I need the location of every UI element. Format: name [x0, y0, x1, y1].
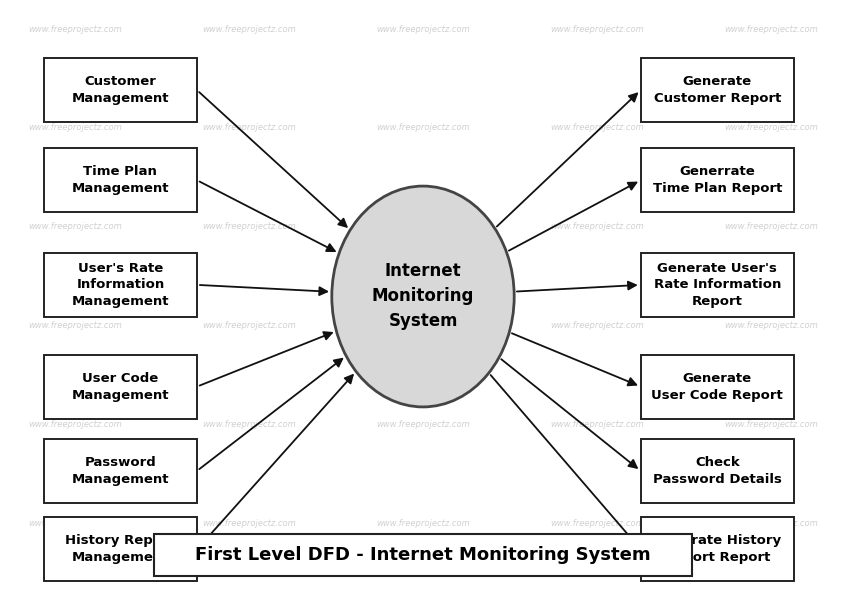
Text: www.freeprojectz.com: www.freeprojectz.com [550, 420, 644, 429]
Text: Customer
Management: Customer Management [72, 75, 169, 105]
Text: User Code
Management: User Code Management [72, 372, 169, 401]
Text: www.freeprojectz.com: www.freeprojectz.com [724, 123, 818, 132]
Text: www.freeprojectz.com: www.freeprojectz.com [28, 519, 122, 528]
Text: Generate User's
Rate Information
Report: Generate User's Rate Information Report [654, 262, 781, 308]
Text: www.freeprojectz.com: www.freeprojectz.com [376, 519, 470, 528]
Text: First Level DFD - Internet Monitoring System: First Level DFD - Internet Monitoring Sy… [195, 546, 651, 564]
Text: www.freeprojectz.com: www.freeprojectz.com [28, 222, 122, 231]
Text: www.freeprojectz.com: www.freeprojectz.com [550, 519, 644, 528]
Text: www.freeprojectz.com: www.freeprojectz.com [28, 420, 122, 429]
Text: www.freeprojectz.com: www.freeprojectz.com [724, 222, 818, 231]
FancyBboxPatch shape [44, 148, 197, 212]
Text: www.freeprojectz.com: www.freeprojectz.com [724, 420, 818, 429]
Ellipse shape [332, 186, 514, 407]
FancyBboxPatch shape [640, 148, 794, 212]
FancyBboxPatch shape [640, 253, 794, 317]
Text: History Report
Management: History Report Management [65, 534, 175, 565]
Text: www.freeprojectz.com: www.freeprojectz.com [724, 25, 818, 34]
FancyBboxPatch shape [44, 517, 197, 581]
FancyBboxPatch shape [640, 439, 794, 503]
FancyBboxPatch shape [44, 439, 197, 503]
Text: www.freeprojectz.com: www.freeprojectz.com [550, 25, 644, 34]
Text: www.freeprojectz.com: www.freeprojectz.com [376, 420, 470, 429]
Text: www.freeprojectz.com: www.freeprojectz.com [28, 321, 122, 330]
FancyBboxPatch shape [153, 534, 692, 576]
Text: www.freeprojectz.com: www.freeprojectz.com [724, 519, 818, 528]
FancyBboxPatch shape [44, 58, 197, 122]
Text: Time Plan
Management: Time Plan Management [72, 165, 169, 195]
Text: www.freeprojectz.com: www.freeprojectz.com [202, 25, 296, 34]
FancyBboxPatch shape [640, 58, 794, 122]
Text: www.freeprojectz.com: www.freeprojectz.com [550, 321, 644, 330]
Text: www.freeprojectz.com: www.freeprojectz.com [550, 222, 644, 231]
Text: Generrate
Time Plan Report: Generrate Time Plan Report [652, 165, 782, 195]
FancyBboxPatch shape [44, 355, 197, 419]
Text: www.freeprojectz.com: www.freeprojectz.com [202, 321, 296, 330]
Text: www.freeprojectz.com: www.freeprojectz.com [202, 222, 296, 231]
Text: www.freeprojectz.com: www.freeprojectz.com [376, 222, 470, 231]
FancyBboxPatch shape [640, 517, 794, 581]
Text: www.freeprojectz.com: www.freeprojectz.com [376, 25, 470, 34]
Text: www.freeprojectz.com: www.freeprojectz.com [202, 519, 296, 528]
Text: www.freeprojectz.com: www.freeprojectz.com [28, 25, 122, 34]
Text: Generate
User Code Report: Generate User Code Report [651, 372, 783, 401]
Text: Password
Management: Password Management [72, 456, 169, 486]
Text: www.freeprojectz.com: www.freeprojectz.com [724, 321, 818, 330]
Text: Check
Password Details: Check Password Details [653, 456, 782, 486]
Text: www.freeprojectz.com: www.freeprojectz.com [376, 123, 470, 132]
Text: www.freeprojectz.com: www.freeprojectz.com [550, 123, 644, 132]
Text: Generate History
Report Report: Generate History Report Report [653, 534, 782, 565]
Text: Generate
Customer Report: Generate Customer Report [654, 75, 781, 105]
FancyBboxPatch shape [44, 253, 197, 317]
Text: www.freeprojectz.com: www.freeprojectz.com [376, 321, 470, 330]
FancyBboxPatch shape [640, 355, 794, 419]
Text: www.freeprojectz.com: www.freeprojectz.com [28, 123, 122, 132]
Text: www.freeprojectz.com: www.freeprojectz.com [202, 420, 296, 429]
Text: Internet
Monitoring
System: Internet Monitoring System [371, 263, 475, 330]
Text: www.freeprojectz.com: www.freeprojectz.com [202, 123, 296, 132]
Text: User's Rate
Information
Management: User's Rate Information Management [72, 262, 169, 308]
